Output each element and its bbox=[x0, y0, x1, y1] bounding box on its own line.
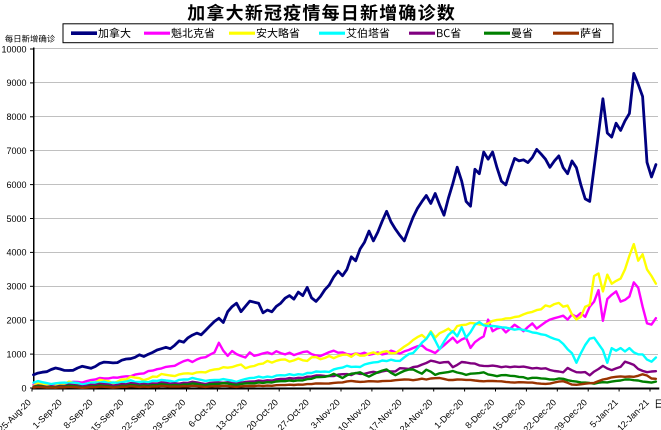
svg-text:0: 0 bbox=[21, 383, 26, 393]
svg-text:1000: 1000 bbox=[6, 349, 26, 359]
svg-text:7000: 7000 bbox=[6, 146, 26, 156]
svg-text:10000: 10000 bbox=[1, 44, 26, 54]
svg-text:6000: 6000 bbox=[6, 180, 26, 190]
svg-text:2000: 2000 bbox=[6, 316, 26, 326]
svg-text:9000: 9000 bbox=[6, 78, 26, 88]
svg-text:8000: 8000 bbox=[6, 112, 26, 122]
svg-text:3000: 3000 bbox=[6, 282, 26, 292]
svg-text:4000: 4000 bbox=[6, 248, 26, 258]
svg-text:5000: 5000 bbox=[6, 214, 26, 224]
